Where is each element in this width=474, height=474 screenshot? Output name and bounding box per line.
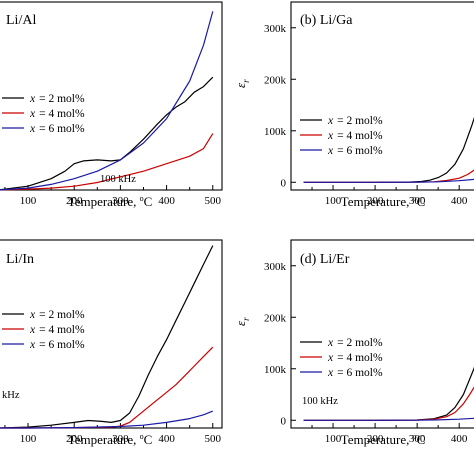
plot-frame [290,1,474,191]
frequency-note: 100 kHz [100,174,136,185]
y-tick-label: 0 [281,177,287,189]
legend-entry: x = 6 mol% [327,145,383,157]
legend-label: = 4 mol% [337,352,383,364]
x-tick-label: 200 [66,433,83,445]
series-line-3 [303,178,474,183]
series-line-2 [0,133,214,191]
legend-var: x [327,115,334,127]
x-tick-label: 300 [409,433,426,445]
x-axis-label: Temperature, oC [341,194,426,209]
legend-var: x [29,339,36,351]
legend-var: x [29,123,36,135]
legend-var: x [29,108,36,120]
x-tick-label: 100 [20,195,37,207]
y-tick-label: 100k [264,126,287,138]
y-tick-label: 300k [264,261,287,273]
legend-entry: x = 4 mol% [327,352,383,364]
plot-frame [0,239,223,429]
legend-label: = 6 mol% [337,145,383,157]
series-line-2 [0,346,214,429]
legend-entry: x = 2 mol% [29,309,85,321]
legend-label: = 2 mol% [337,115,383,127]
legend-entry: x = 2 mol% [29,93,85,105]
x-axis-label: Temperature, oC [68,432,153,447]
series-line-1 [0,245,214,429]
legend-entry: x = 4 mol% [29,324,85,336]
x-tick-label: 400 [451,195,468,207]
y-tick-label: 200k [264,312,287,324]
frequency-note: 100 kHz [302,396,338,407]
legend-var: x [29,93,36,105]
x-tick-label: 400 [158,433,175,445]
legend-var: x [327,352,334,364]
legend-label: = 4 mol% [337,130,383,142]
x-tick-label: 100 [325,195,342,207]
legend-label: = 2 mol% [39,309,85,321]
y-tick-label: 300k [264,23,287,35]
legend-entry: x = 2 mol% [327,337,383,349]
legend-var: x [327,130,334,142]
legend-entry: x = 4 mol% [327,130,383,142]
x-tick-label: 500 [205,433,222,445]
x-tick-label: 300 [409,195,426,207]
x-tick-label: 500 [205,195,222,207]
x-tick-label: 100 [20,433,37,445]
legend-entry: x = 2 mol% [327,115,383,127]
legend-var: x [327,145,334,157]
x-tick-label: 200 [367,195,384,207]
legend-entry: x = 4 mol% [29,108,85,120]
legend-label: = 4 mol% [39,108,85,120]
x-tick-label: 100 [325,433,342,445]
x-tick-label: 200 [367,433,384,445]
panel-title: (d) Li/Er [300,252,350,267]
y-tick-label: 200k [264,74,287,86]
legend-entry: x = 6 mol% [327,367,383,379]
legend-label: = 6 mol% [337,367,383,379]
frequency-note: kHz [2,390,20,401]
legend-var: x [327,367,334,379]
plot-frame [290,239,474,429]
panel-title: Li/In [6,252,34,267]
y-tick-label: 100k [264,364,287,376]
plot-frame [0,1,223,191]
legend-label: = 6 mol% [39,123,85,135]
x-tick-label: 300 [112,433,129,445]
legend-entry: x = 6 mol% [29,123,85,135]
series-line-3 [0,410,214,429]
legend-entry: x = 6 mol% [29,339,85,351]
x-axis-label: Temperature, oC [341,432,426,447]
panel-title: Li/Al [6,13,36,28]
panel-title: (b) Li/Ga [300,13,353,28]
y-axis-label: εr [233,317,251,326]
y-tick-label: 0 [281,415,287,427]
legend-label: = 6 mol% [39,339,85,351]
legend-label: = 2 mol% [39,93,85,105]
series-line-3 [303,417,474,421]
legend-var: x [29,324,36,336]
legend-var: x [327,337,334,349]
series-line-3 [0,11,214,191]
legend-var: x [29,309,36,321]
x-tick-label: 300 [112,195,129,207]
legend-label: = 4 mol% [39,324,85,336]
y-axis-label: εr [233,79,251,88]
x-tick-label: 400 [451,433,468,445]
x-tick-label: 400 [158,195,175,207]
x-tick-label: 200 [66,195,83,207]
x-axis-label: Temperature, oC [68,194,153,209]
legend-label: = 2 mol% [337,337,383,349]
